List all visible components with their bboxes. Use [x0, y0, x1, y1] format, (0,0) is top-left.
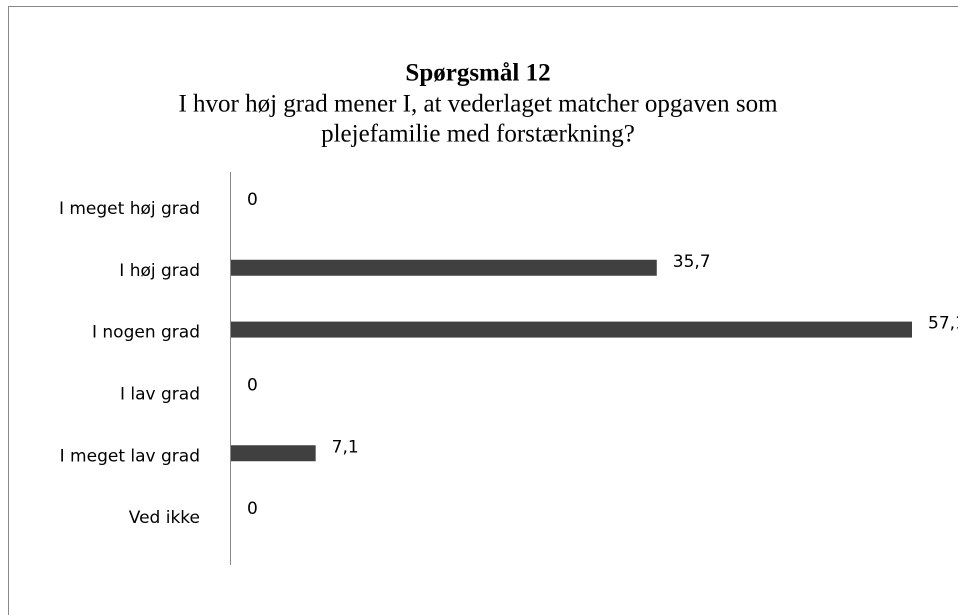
y-tick-label: Ved ikke — [129, 508, 200, 528]
data-label: 0 — [247, 499, 258, 519]
y-tick-label: I meget høj grad — [59, 199, 200, 219]
bar — [231, 445, 316, 462]
chart-title: Spørgsmål 12 — [405, 60, 550, 87]
y-tick-label: I nogen grad — [92, 323, 200, 343]
chart-border — [8, 6, 958, 615]
data-label: 35,7 — [673, 252, 711, 272]
chart-subtitle: I hvor høj grad mener I, at vederlaget m… — [178, 91, 778, 118]
data-label: 0 — [247, 190, 258, 210]
y-tick-label: I høj grad — [119, 261, 200, 281]
data-label: 57,1 — [928, 314, 958, 334]
bar — [231, 259, 657, 276]
data-label: 7,1 — [332, 437, 359, 457]
data-label: 0 — [247, 375, 258, 395]
y-tick-label: I lav grad — [120, 384, 200, 404]
y-tick-label: I meget lav grad — [60, 446, 200, 466]
bar — [231, 321, 912, 338]
chart-subtitle: plejefamilie med forstærkning? — [321, 121, 635, 148]
